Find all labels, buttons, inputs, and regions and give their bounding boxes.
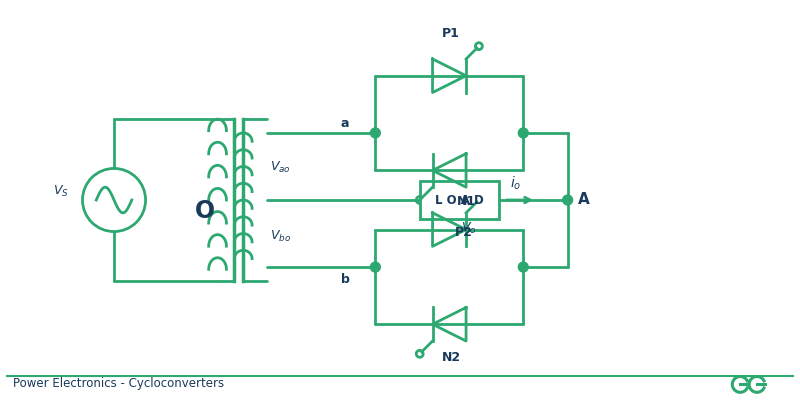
FancyBboxPatch shape (420, 181, 498, 219)
Text: P1: P1 (442, 27, 459, 40)
Text: L O A D: L O A D (434, 194, 483, 206)
Text: $V_{ao}$: $V_{ao}$ (270, 160, 290, 174)
Circle shape (518, 128, 528, 138)
Circle shape (518, 262, 528, 272)
Text: A: A (578, 192, 590, 208)
Text: O: O (195, 199, 215, 223)
Text: Power Electronics - Cycloconverters: Power Electronics - Cycloconverters (14, 377, 225, 390)
Text: b: b (341, 273, 350, 286)
Text: $V_o$: $V_o$ (462, 220, 477, 236)
Text: $V_{bo}$: $V_{bo}$ (270, 228, 291, 244)
Text: P2: P2 (455, 226, 473, 238)
Text: $i_o$: $i_o$ (510, 174, 522, 192)
Circle shape (370, 128, 380, 138)
Text: N2: N2 (442, 351, 461, 364)
Circle shape (370, 262, 380, 272)
Circle shape (562, 195, 573, 205)
Text: $V_S$: $V_S$ (53, 184, 69, 199)
Text: N1: N1 (457, 195, 476, 208)
Text: a: a (341, 117, 350, 130)
